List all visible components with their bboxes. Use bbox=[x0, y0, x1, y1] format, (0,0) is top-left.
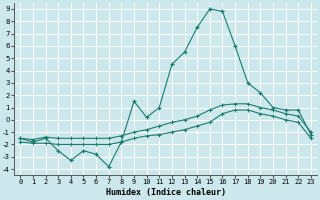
X-axis label: Humidex (Indice chaleur): Humidex (Indice chaleur) bbox=[106, 188, 226, 197]
